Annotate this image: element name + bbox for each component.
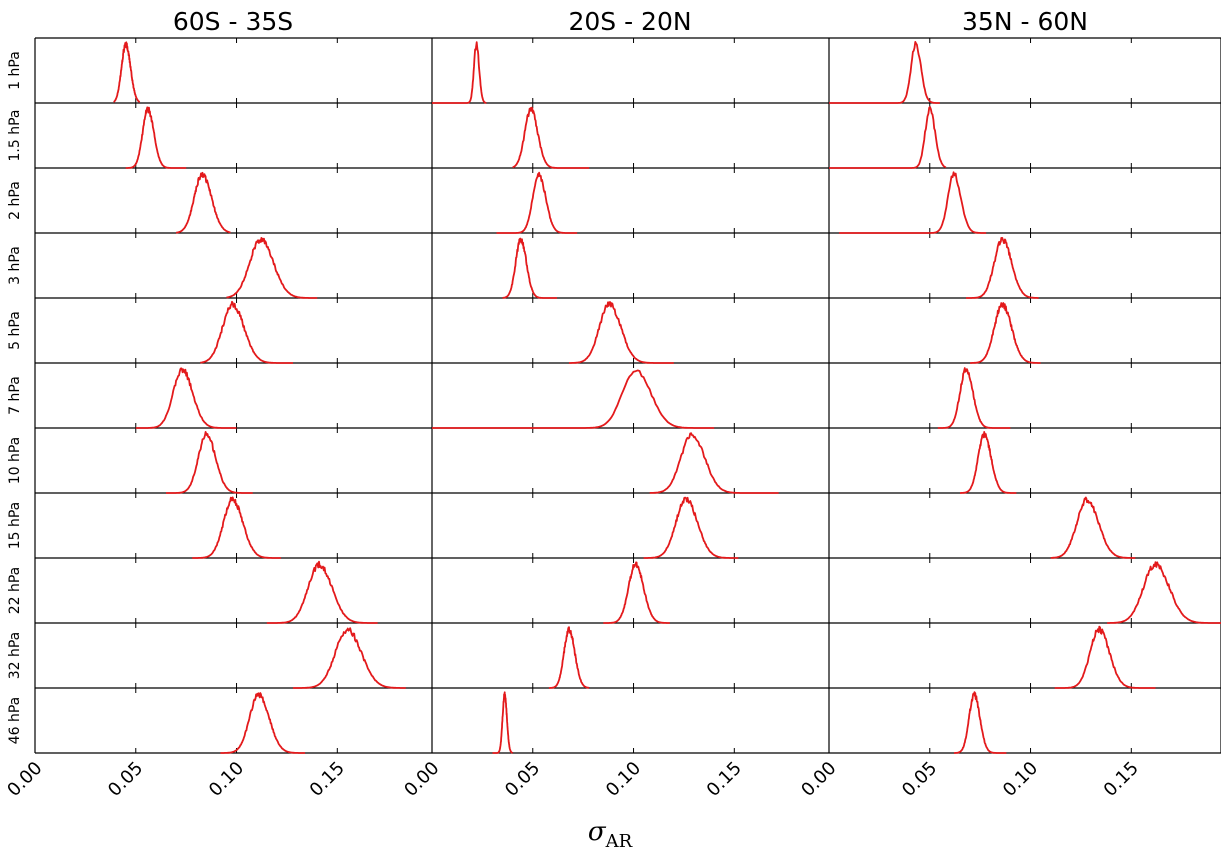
density-curve-1-2 (125, 106, 187, 169)
row-label-11: 46 hPa (7, 697, 23, 745)
x-tick-label: 0.10 (205, 758, 248, 801)
density-curve-1-3 (175, 171, 232, 234)
column-title-1: 60S - 35S (173, 7, 293, 36)
x-tick-label: 0.05 (501, 758, 544, 801)
density-curve-2-7 (649, 432, 779, 494)
x-tick-label: 0.00 (797, 758, 840, 801)
x-axis-label-symbol: σ (588, 817, 607, 847)
density-curve-2-5 (568, 301, 674, 364)
density-curve-3-11 (953, 691, 1007, 754)
density-curve-2-10 (548, 626, 590, 689)
x-axis-label-subscript: AR (605, 831, 633, 850)
density-curve-3-8 (1050, 496, 1136, 559)
density-curve-1-1 (112, 41, 141, 103)
density-curve-1-7 (165, 430, 253, 494)
density-curve-2-1 (431, 41, 487, 104)
density-curve-2-9 (602, 561, 671, 624)
density-curve-1-8 (191, 496, 282, 559)
density-curve-2-6 (432, 369, 715, 429)
x-axis-ticks: 0.00 0.05 0.10 0.15 0.00 0.05 0.10 0.15 0.00 0.05… (3, 758, 1142, 801)
density-curve-3-3 (839, 171, 987, 234)
density-curves (112, 41, 1221, 754)
x-tick-label: 0.15 (1100, 758, 1143, 801)
x-tick-label: 0.05 (898, 758, 941, 801)
column-titles: 60S - 35S 20S - 20N 35N - 60N (173, 7, 1088, 36)
x-tick-label: 0.10 (602, 758, 645, 801)
x-tick-label: 0.00 (400, 758, 443, 801)
row-label-10: 32 hPa (7, 632, 23, 680)
density-curve-3-4 (965, 236, 1039, 299)
density-curve-2-8 (643, 496, 739, 559)
density-curve-1-10 (292, 627, 406, 689)
density-curve-1-4 (226, 236, 318, 299)
column-title-3: 35N - 60N (962, 7, 1088, 36)
x-tick-label: 0.05 (104, 758, 147, 801)
density-curve-2-4 (501, 237, 558, 299)
density-curve-2-11 (491, 691, 514, 754)
row-label-5: 5 hPa (7, 311, 23, 350)
density-curve-1-9 (266, 560, 378, 624)
density-curve-3-2 (828, 106, 947, 169)
density-curve-1-11 (220, 692, 306, 754)
row-label-6: 7 hPa (7, 376, 23, 415)
row-label-1: 1 hPa (7, 51, 23, 90)
column-title-2: 20S - 20N (568, 7, 691, 36)
density-curve-3-9 (1107, 561, 1221, 624)
density-curve-1-5 (199, 300, 294, 364)
density-curve-2-2 (512, 106, 590, 169)
density-curve-3-7 (959, 430, 1017, 494)
x-tick-label: 0.00 (3, 758, 46, 801)
x-tick-label: 0.15 (306, 758, 349, 801)
panel-grid (34, 37, 1221, 754)
row-label-7: 10 hPa (7, 437, 23, 485)
density-curve-3-1 (828, 41, 940, 104)
x-axis-label: σAR (588, 817, 633, 850)
density-curve-1-6 (135, 367, 237, 429)
density-curve-2-3 (496, 171, 578, 234)
row-label-8: 15 hPa (7, 502, 23, 550)
row-label-3: 2 hPa (7, 181, 23, 220)
density-curve-3-10 (1054, 625, 1156, 689)
density-curve-3-6 (937, 367, 1011, 429)
row-label-9: 22 hPa (7, 567, 23, 615)
density-curve-3-5 (969, 302, 1041, 364)
row-label-4: 3 hPa (7, 246, 23, 285)
x-tick-label: 0.15 (703, 758, 746, 801)
row-label-2: 1.5 hPa (7, 110, 23, 162)
row-labels: 1 hPa 1.5 hPa 2 hPa 3 hPa 5 hPa 7 hPa 10 hPa 15… (7, 51, 23, 744)
x-tick-label: 0.10 (999, 758, 1042, 801)
